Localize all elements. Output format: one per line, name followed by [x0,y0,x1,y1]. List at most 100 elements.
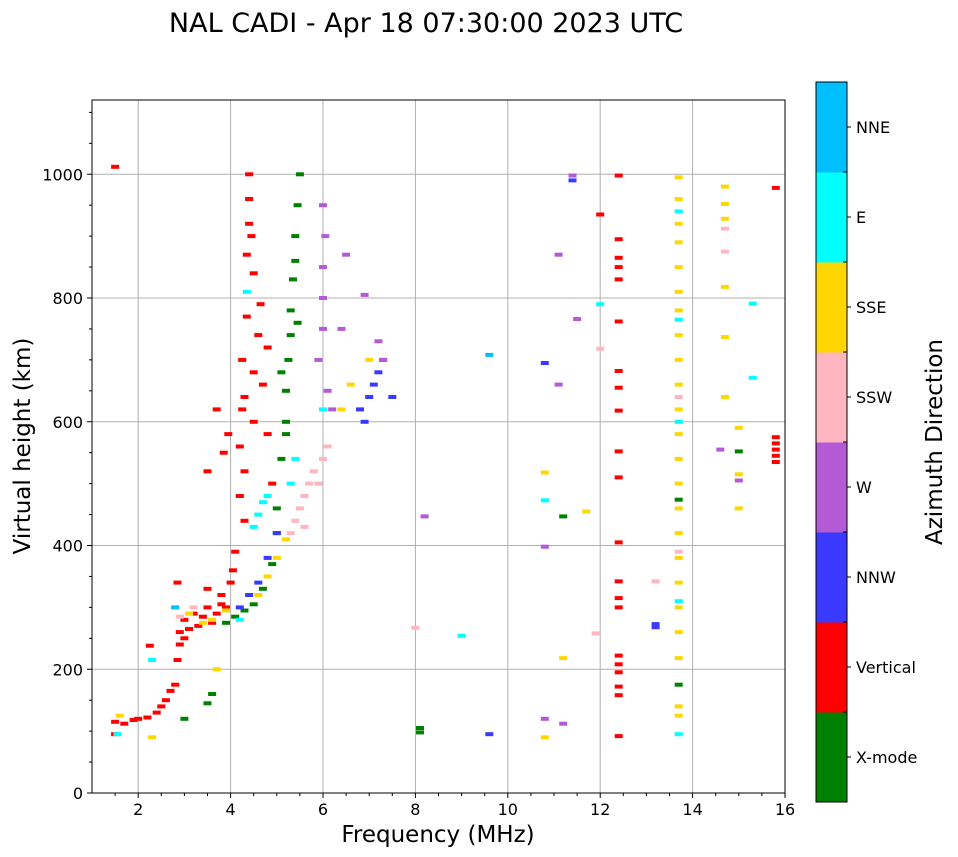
y-tick-label: 800 [52,289,83,308]
data-point [145,643,154,648]
data-point [346,382,355,387]
data-point [457,633,466,638]
data-point [674,407,683,412]
colorbar-segment [816,532,847,623]
data-point [734,472,743,477]
data-point [596,212,605,217]
data-point [540,544,549,549]
data-point [171,605,180,610]
data-point [249,524,258,529]
data-point [411,625,420,630]
data-point [674,308,683,313]
plot-area: 2 4 6 8 10 12 14 16 0 200 400 600 800 1000 [42,99,795,819]
data-point [674,395,683,399]
data-point [319,203,327,208]
data-point [674,333,683,338]
data-point [360,419,369,424]
data-point [674,555,683,560]
data-point [674,175,683,180]
data-point [263,574,272,579]
data-point [614,255,623,260]
y-tick-label: 1000 [42,165,83,184]
data-point [416,730,424,735]
data-point [674,317,683,322]
data-point [198,620,207,625]
data-point [203,586,212,591]
data-point [771,453,780,458]
data-point [282,537,290,542]
data-point [212,407,221,412]
data-point [674,221,683,226]
data-point [247,234,256,239]
data-point [161,698,170,703]
y-tick-label: 200 [52,660,83,679]
data-point [674,357,683,362]
data-point [272,506,281,511]
data-point [674,456,683,461]
plot-frame [92,100,785,793]
data-point [559,656,568,661]
data-point [771,435,780,440]
data-point [379,357,388,362]
data-point [217,593,226,597]
data-point [674,531,683,536]
data-marks [111,164,780,740]
data-point [120,721,129,726]
data-point [272,555,281,560]
data-point [286,531,295,536]
data-point [222,608,230,613]
data-point [356,407,364,412]
data-point [263,494,272,498]
data-point [277,456,286,461]
colorbar-tick-label: W [856,478,872,497]
data-point [189,605,198,610]
data-point [173,658,182,662]
data-point [148,735,157,740]
data-point [235,605,244,610]
data-point [337,407,346,412]
data-point [282,419,290,424]
data-point [203,605,212,610]
data-point [235,444,244,449]
data-point [674,682,683,687]
data-point [152,710,161,715]
data-point [771,460,780,464]
data-point [254,580,263,585]
data-point [591,631,600,636]
chart-title: NAL CADI - Apr 18 07:30:00 2023 UTC [169,8,683,39]
data-point [485,732,494,737]
data-point [674,580,683,585]
data-point [212,611,221,616]
data-point [614,319,623,324]
data-point [258,500,267,505]
y-tick-label: 600 [52,413,83,432]
data-point [614,449,623,454]
data-point [295,506,304,511]
colorbar: X-mode Vertical NNW W SSW SSE E NNE [815,81,917,803]
data-point [596,302,605,307]
series-e [113,209,757,737]
colorbar-segment [816,442,847,533]
y-axis-ticks: 0 200 400 600 800 1000 [42,111,92,803]
data-point [734,425,743,430]
data-point [314,481,323,486]
data-point [282,388,290,393]
data-point [240,395,249,399]
data-point [171,682,180,687]
data-point [256,302,265,307]
data-point [674,432,683,437]
data-point [286,333,295,338]
data-point [674,419,683,424]
data-point [228,568,237,573]
data-point [674,240,683,245]
data-point [222,620,230,625]
data-point [674,713,683,718]
data-point [235,494,244,498]
data-point [420,514,429,519]
data-point [175,614,184,619]
data-point [175,630,184,635]
data-point [674,732,683,737]
data-point [300,494,309,498]
colorbar-tick-label: SSE [856,298,886,317]
data-point [238,357,247,362]
